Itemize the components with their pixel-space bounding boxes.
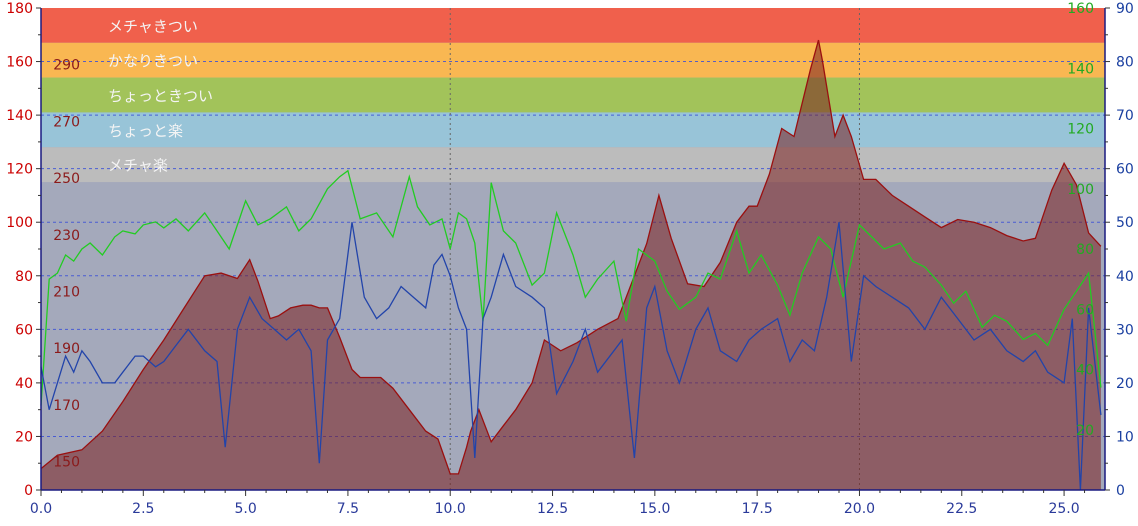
x-tick-label: 7.5 bbox=[337, 501, 359, 517]
elevation-tick-label: 210 bbox=[53, 285, 80, 301]
left-tick-label: 40 bbox=[15, 376, 33, 392]
right-tick-label: 50 bbox=[1116, 215, 1134, 231]
x-tick-label: 5.0 bbox=[234, 501, 256, 517]
left-tick-label: 60 bbox=[15, 322, 33, 338]
right-tick-label: 80 bbox=[1116, 55, 1134, 71]
x-tick-label: 17.5 bbox=[742, 501, 773, 517]
elevation-line bbox=[40, 39, 1102, 475]
heart-rate-tick-label: 20 bbox=[1076, 423, 1094, 439]
heart-rate-tick-label: 80 bbox=[1076, 242, 1094, 258]
elevation-tick-label: 250 bbox=[53, 171, 80, 187]
intensity-zones bbox=[41, 8, 1105, 183]
left-tick-label: 80 bbox=[15, 269, 33, 285]
x-tick-label: 15.0 bbox=[639, 501, 670, 517]
axes: 0204060801001201401601801501701902102302… bbox=[6, 1, 1134, 517]
heart-rate-series bbox=[40, 169, 1102, 406]
left-tick-label: 20 bbox=[15, 429, 33, 445]
right-tick-label: 70 bbox=[1116, 108, 1134, 124]
left-tick-label: 120 bbox=[6, 162, 33, 178]
x-tick-label: 0.0 bbox=[30, 501, 52, 517]
elevation-tick-label: 230 bbox=[53, 228, 80, 244]
zone-band bbox=[41, 77, 1105, 113]
right-tick-label: 0 bbox=[1116, 483, 1125, 499]
heart-rate-line bbox=[40, 169, 1102, 406]
right-tick-label: 60 bbox=[1116, 162, 1134, 178]
left-tick-label: 100 bbox=[6, 215, 33, 231]
right-tick-label: 20 bbox=[1116, 376, 1134, 392]
x-tick-label: 12.5 bbox=[537, 501, 568, 517]
elevation-tick-label: 150 bbox=[53, 455, 80, 471]
zone-band bbox=[41, 147, 1105, 183]
x-tick-label: 10.0 bbox=[435, 501, 466, 517]
zone-band bbox=[41, 42, 1105, 78]
zone-label: ちょっと楽 bbox=[108, 122, 183, 140]
zone-label: かなりきつい bbox=[108, 52, 198, 70]
secondary-line bbox=[40, 222, 1102, 491]
heart-rate-tick-label: 160 bbox=[1067, 1, 1094, 17]
right-tick-label: 90 bbox=[1116, 1, 1134, 17]
left-tick-label: 0 bbox=[24, 483, 33, 499]
heart-rate-tick-label: 60 bbox=[1076, 302, 1094, 318]
heart-rate-tick-label: 40 bbox=[1076, 363, 1094, 379]
x-tick-label: 2.5 bbox=[132, 501, 154, 517]
elevation-tick-label: 170 bbox=[53, 398, 80, 414]
right-tick-label: 10 bbox=[1116, 429, 1134, 445]
right-tick-label: 40 bbox=[1116, 269, 1134, 285]
elevation-tick-label: 290 bbox=[53, 58, 80, 74]
zone-label: メチャ楽 bbox=[108, 157, 168, 175]
elevation-tick-label: 270 bbox=[53, 114, 80, 130]
elevation-tick-label: 190 bbox=[53, 341, 80, 357]
left-tick-label: 180 bbox=[6, 1, 33, 17]
heart-rate-tick-label: 100 bbox=[1067, 182, 1094, 198]
left-tick-label: 140 bbox=[6, 108, 33, 124]
x-tick-label: 25.0 bbox=[1048, 501, 1079, 517]
elevation-series bbox=[40, 39, 1102, 490]
x-tick-label: 22.5 bbox=[946, 501, 977, 517]
secondary-series bbox=[40, 222, 1102, 491]
elevation-area bbox=[41, 40, 1101, 490]
x-tick-label: 20.0 bbox=[844, 501, 875, 517]
zone-label: メチャきつい bbox=[108, 17, 198, 35]
right-tick-label: 30 bbox=[1116, 322, 1134, 338]
zone-band bbox=[41, 112, 1105, 148]
heart-rate-tick-label: 140 bbox=[1067, 61, 1094, 77]
zone-label: ちょっときつい bbox=[108, 87, 213, 105]
zone-band bbox=[41, 8, 1105, 43]
heart-rate-tick-label: 120 bbox=[1067, 122, 1094, 138]
left-tick-label: 160 bbox=[6, 55, 33, 71]
